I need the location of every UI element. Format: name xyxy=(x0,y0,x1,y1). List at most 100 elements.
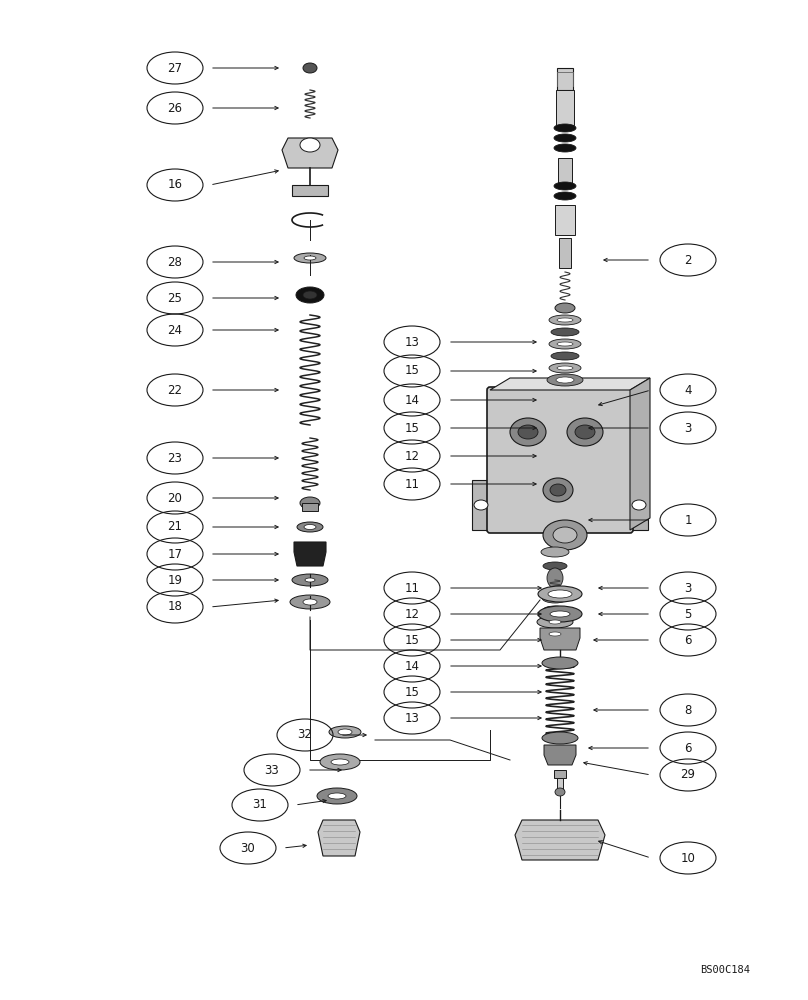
Text: BS00C184: BS00C184 xyxy=(700,965,750,975)
Text: 1: 1 xyxy=(684,514,692,526)
Ellipse shape xyxy=(551,352,579,360)
Text: 31: 31 xyxy=(253,798,267,812)
Bar xyxy=(554,770,566,778)
Ellipse shape xyxy=(331,759,349,765)
Text: 11: 11 xyxy=(405,478,419,490)
Ellipse shape xyxy=(303,599,317,605)
Ellipse shape xyxy=(300,497,320,509)
Ellipse shape xyxy=(549,632,561,636)
Ellipse shape xyxy=(554,192,576,200)
Text: 8: 8 xyxy=(684,704,692,716)
Text: 3: 3 xyxy=(684,582,692,594)
Ellipse shape xyxy=(537,616,573,628)
Bar xyxy=(556,90,574,125)
Text: 29: 29 xyxy=(680,768,696,782)
FancyBboxPatch shape xyxy=(487,387,633,533)
Polygon shape xyxy=(540,628,580,650)
Ellipse shape xyxy=(542,732,578,744)
Ellipse shape xyxy=(338,729,352,735)
Text: 33: 33 xyxy=(265,764,280,776)
Ellipse shape xyxy=(538,586,582,602)
Text: 12: 12 xyxy=(405,607,419,620)
Polygon shape xyxy=(318,820,360,856)
Ellipse shape xyxy=(328,793,346,799)
Text: 30: 30 xyxy=(241,842,255,854)
Ellipse shape xyxy=(474,500,488,510)
Ellipse shape xyxy=(632,500,646,510)
Ellipse shape xyxy=(305,578,315,582)
Polygon shape xyxy=(630,480,648,530)
Ellipse shape xyxy=(547,374,583,386)
Text: 15: 15 xyxy=(405,364,419,377)
Text: 5: 5 xyxy=(684,607,692,620)
Ellipse shape xyxy=(549,620,561,624)
Ellipse shape xyxy=(518,425,538,439)
Ellipse shape xyxy=(303,291,317,299)
Ellipse shape xyxy=(292,574,328,586)
Text: 18: 18 xyxy=(167,600,183,613)
Ellipse shape xyxy=(541,547,569,557)
Polygon shape xyxy=(544,745,576,765)
Ellipse shape xyxy=(549,315,581,325)
Ellipse shape xyxy=(297,522,323,532)
Text: 20: 20 xyxy=(167,491,183,504)
Text: 16: 16 xyxy=(167,178,183,192)
Text: 6: 6 xyxy=(684,634,692,647)
Bar xyxy=(559,238,571,268)
Ellipse shape xyxy=(550,484,566,496)
Bar xyxy=(558,158,572,183)
Bar xyxy=(557,778,563,790)
Text: 10: 10 xyxy=(680,852,696,864)
Text: 15: 15 xyxy=(405,686,419,698)
Ellipse shape xyxy=(294,253,326,263)
Text: 27: 27 xyxy=(167,62,183,75)
Ellipse shape xyxy=(304,524,316,530)
Ellipse shape xyxy=(557,366,573,370)
Polygon shape xyxy=(515,820,605,860)
Text: 3: 3 xyxy=(684,422,692,434)
Text: 15: 15 xyxy=(405,634,419,647)
Text: 14: 14 xyxy=(405,393,419,406)
Ellipse shape xyxy=(555,788,565,796)
Ellipse shape xyxy=(553,527,577,543)
Ellipse shape xyxy=(549,339,581,349)
Text: 22: 22 xyxy=(167,383,183,396)
Text: 15: 15 xyxy=(405,422,419,434)
Polygon shape xyxy=(630,378,650,530)
Ellipse shape xyxy=(329,726,361,738)
Ellipse shape xyxy=(555,303,575,313)
Text: 23: 23 xyxy=(167,452,183,464)
Ellipse shape xyxy=(554,182,576,190)
Bar xyxy=(555,205,575,235)
Ellipse shape xyxy=(541,629,569,639)
Ellipse shape xyxy=(290,595,330,609)
Text: 19: 19 xyxy=(167,574,183,586)
Ellipse shape xyxy=(575,425,595,439)
Ellipse shape xyxy=(551,328,579,336)
Ellipse shape xyxy=(556,377,574,383)
Ellipse shape xyxy=(542,593,568,603)
Ellipse shape xyxy=(317,788,357,804)
Ellipse shape xyxy=(320,754,360,770)
Ellipse shape xyxy=(542,657,578,669)
Text: 13: 13 xyxy=(405,336,419,349)
Ellipse shape xyxy=(303,63,317,73)
Ellipse shape xyxy=(550,611,570,617)
Text: 2: 2 xyxy=(684,253,692,266)
Ellipse shape xyxy=(557,342,573,346)
Ellipse shape xyxy=(300,138,320,152)
Ellipse shape xyxy=(554,124,576,132)
Text: 21: 21 xyxy=(167,520,183,534)
Ellipse shape xyxy=(549,363,581,373)
Text: 12: 12 xyxy=(405,450,419,462)
Ellipse shape xyxy=(510,418,546,446)
Ellipse shape xyxy=(543,562,567,570)
Ellipse shape xyxy=(547,568,563,588)
Text: 25: 25 xyxy=(167,292,183,304)
Text: 14: 14 xyxy=(405,660,419,672)
Text: 6: 6 xyxy=(684,742,692,754)
Ellipse shape xyxy=(554,134,576,142)
Text: 17: 17 xyxy=(167,548,183,560)
Bar xyxy=(302,503,318,511)
Polygon shape xyxy=(292,185,328,196)
